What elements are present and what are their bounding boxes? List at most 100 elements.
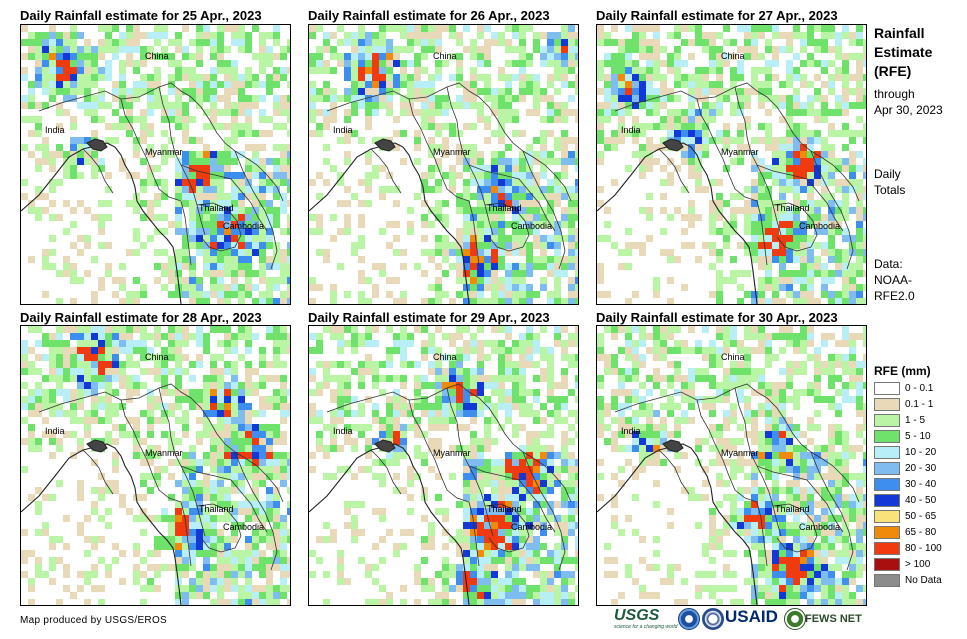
rainfall-cell <box>554 480 561 487</box>
rainfall-cell <box>273 459 280 466</box>
rainfall-cell <box>793 95 800 102</box>
country-border <box>468 164 556 232</box>
rainfall-cell <box>716 361 723 368</box>
rainfall-cell <box>547 263 554 270</box>
rainfall-cell <box>597 158 604 165</box>
rainfall-cell <box>287 340 290 347</box>
rainfall-cell <box>821 228 828 235</box>
rainfall-cell <box>210 270 217 277</box>
rainfall-cell <box>231 375 238 382</box>
rainfall-cell <box>231 571 238 578</box>
rainfall-cell <box>526 109 533 116</box>
rainfall-cell <box>161 508 168 515</box>
rainfall-cell <box>477 74 484 81</box>
rainfall-cell <box>849 298 856 304</box>
rainfall-cell <box>484 515 491 522</box>
coastline <box>597 142 758 304</box>
rainfall-cell <box>828 200 835 207</box>
rainfall-cell <box>575 550 578 557</box>
rainfall-cell <box>414 571 421 578</box>
rainfall-cell <box>252 543 259 550</box>
rainfall-cell <box>231 256 238 263</box>
rainfall-cell <box>716 60 723 67</box>
rainfall-cell <box>611 242 618 249</box>
rainfall-cell <box>695 214 702 221</box>
rainfall-cell <box>554 53 561 60</box>
rainfall-cell <box>484 116 491 123</box>
rainfall-cell <box>856 95 863 102</box>
rainfall-cell <box>519 536 526 543</box>
rainfall-cell <box>84 53 91 60</box>
rainfall-cell <box>618 375 625 382</box>
rainfall-cell <box>259 95 266 102</box>
rainfall-cell <box>849 277 856 284</box>
rainfall-cell <box>203 235 210 242</box>
rainfall-cell <box>182 172 189 179</box>
rainfall-cell <box>625 375 632 382</box>
rainfall-cell <box>737 207 744 214</box>
rainfall-cell <box>632 368 639 375</box>
rainfall-cell <box>842 25 849 32</box>
rainfall-cell <box>421 235 428 242</box>
rainfall-cell <box>526 508 533 515</box>
rainfall-cell <box>674 256 681 263</box>
rainfall-cell <box>273 221 280 228</box>
rainfall-cell <box>835 270 842 277</box>
rainfall-cell <box>765 88 772 95</box>
rainfall-cell <box>77 480 84 487</box>
rainfall-cell <box>772 32 779 39</box>
rainfall-cell <box>365 32 372 39</box>
rainfall-cell <box>800 326 807 333</box>
rainfall-cell <box>414 445 421 452</box>
rainfall-cell <box>252 102 259 109</box>
rainfall-cell <box>365 95 372 102</box>
rainfall-cell <box>70 74 77 81</box>
rainfall-cell <box>435 494 442 501</box>
rainfall-cell <box>737 361 744 368</box>
rainfall-cell <box>751 228 758 235</box>
rainfall-cell <box>70 172 77 179</box>
rainfall-cell <box>498 382 505 389</box>
rainfall-cell <box>105 396 112 403</box>
rainfall-cell <box>358 221 365 228</box>
rainfall-cell <box>442 529 449 536</box>
rainfall-cell <box>435 368 442 375</box>
rainfall-cell <box>70 137 77 144</box>
rainfall-cell <box>653 354 660 361</box>
rainfall-cell <box>765 81 772 88</box>
rainfall-cell <box>618 389 625 396</box>
rainfall-cell <box>421 452 428 459</box>
rainfall-cell <box>407 109 414 116</box>
rainfall-cell <box>470 291 477 298</box>
rainfall-cell <box>828 221 835 228</box>
rainfall-cell <box>63 109 70 116</box>
rainfall-cell <box>428 165 435 172</box>
rainfall-cell <box>688 158 695 165</box>
rainfall-cell <box>632 32 639 39</box>
rainfall-cell <box>428 284 435 291</box>
rainfall-cell <box>519 193 526 200</box>
rainfall-cell <box>21 347 28 354</box>
rainfall-cell <box>21 102 28 109</box>
rainfall-cell <box>161 95 168 102</box>
rainfall-cell <box>765 137 772 144</box>
rainfall-cell <box>625 81 632 88</box>
rainfall-cell <box>730 270 737 277</box>
rainfall-cell <box>161 270 168 277</box>
rainfall-cell <box>414 137 421 144</box>
rainfall-cell <box>154 550 161 557</box>
rainfall-cell <box>561 81 568 88</box>
rainfall-cell <box>709 32 716 39</box>
rainfall-cell <box>400 25 407 32</box>
rainfall-cell <box>21 340 28 347</box>
rainfall-cell <box>316 410 323 417</box>
rainfall-cell <box>309 95 316 102</box>
rainfall-cell <box>842 200 849 207</box>
rainfall-cell <box>238 193 245 200</box>
rainfall-cell <box>77 200 84 207</box>
rainfall-cell <box>273 214 280 221</box>
rainfall-cell <box>765 172 772 179</box>
rainfall-cell <box>604 88 611 95</box>
rainfall-cell <box>793 179 800 186</box>
rainfall-cell <box>737 130 744 137</box>
